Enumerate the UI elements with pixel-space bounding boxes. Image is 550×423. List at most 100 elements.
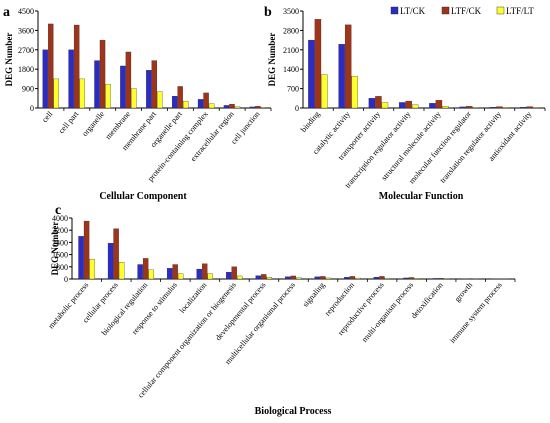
bar-lt-ck bbox=[429, 103, 436, 109]
bar-ltf-ck bbox=[177, 86, 183, 109]
bar-lt-ck bbox=[107, 243, 114, 280]
y-tick-label: 0 bbox=[295, 104, 299, 113]
bar-ltf-ck bbox=[405, 100, 412, 109]
bar-ltf-ck bbox=[151, 60, 157, 109]
y-axis-label: DEG Number bbox=[50, 222, 60, 276]
bar-lt-ck bbox=[249, 106, 256, 109]
bar-ltf-lt bbox=[53, 78, 59, 109]
bar-lt-ck bbox=[68, 49, 74, 109]
x-axis-title: Molecular Function bbox=[379, 191, 464, 202]
bar-lt-ck bbox=[196, 268, 202, 280]
bar-ltf-ck bbox=[344, 24, 352, 109]
x-category-label: cell part bbox=[57, 109, 81, 135]
panel-letter: a bbox=[3, 5, 10, 20]
bar-ltf-ck bbox=[172, 264, 178, 280]
bar-lt-ck bbox=[373, 277, 380, 280]
x-category-label: organelle bbox=[80, 109, 106, 138]
x-axis-title: Cellular Component bbox=[99, 191, 187, 202]
bar-ltf-lt bbox=[502, 107, 510, 109]
bar-ltf-lt bbox=[411, 104, 419, 109]
bar-ltf-lt bbox=[532, 107, 540, 109]
bar-ltf-lt bbox=[118, 262, 125, 280]
bar-lt-ck bbox=[171, 95, 178, 109]
legend-swatch bbox=[390, 6, 399, 15]
bar-ltf-lt bbox=[260, 107, 267, 109]
bar-ltf-lt bbox=[131, 88, 137, 109]
x-category-label: multi-organism process bbox=[360, 281, 415, 344]
bar-ltf-ck bbox=[255, 106, 261, 109]
bar-lt-ck bbox=[137, 264, 143, 280]
bar-ltf-lt bbox=[384, 277, 391, 280]
bar-ltf-lt bbox=[234, 106, 241, 109]
x-category-label: metabolic process bbox=[46, 281, 90, 331]
bar-lt-ck bbox=[226, 271, 232, 280]
y-tick-label: 2100 bbox=[283, 46, 299, 55]
bar-lt-ck bbox=[368, 98, 376, 109]
x-category-label: growth bbox=[453, 281, 474, 304]
bar-ltf-ck bbox=[142, 258, 149, 280]
legend-entry: LTF/CK bbox=[451, 6, 482, 16]
y-tick-label: 1400 bbox=[283, 65, 299, 74]
y-tick-label: 2800 bbox=[283, 26, 299, 35]
y-tick-label: 700 bbox=[287, 85, 299, 94]
y-axis-label: DEG Number bbox=[4, 33, 14, 87]
bar-ltf-ck bbox=[229, 103, 235, 109]
legend: LT/CK LTF/CK LTF/LT bbox=[390, 6, 534, 16]
bar-ltf-lt bbox=[296, 277, 302, 280]
bar-ltf-ck bbox=[201, 263, 208, 280]
bar-lt-ck bbox=[146, 70, 152, 109]
x-category-label: molecular function regulator bbox=[407, 109, 473, 185]
bar-ltf-ck bbox=[379, 276, 385, 280]
bar-ltf-lt bbox=[79, 78, 85, 109]
bar-lt-ck bbox=[285, 276, 291, 280]
x-category-label: localization bbox=[178, 281, 209, 315]
x-category-label: developmental process bbox=[214, 281, 268, 343]
y-tick-label: 1600 bbox=[52, 251, 68, 260]
bar-lt-ck bbox=[432, 278, 439, 280]
x-category-label: translation regulator activity bbox=[438, 110, 503, 185]
bar-ltf-lt bbox=[321, 74, 328, 109]
y-axis-label: DEG Number bbox=[267, 33, 277, 87]
bar-lt-ck bbox=[344, 277, 350, 280]
bar-ltf-lt bbox=[157, 91, 163, 109]
y-tick-label: 4500 bbox=[18, 7, 34, 16]
bar-lt-ck bbox=[42, 49, 48, 109]
bar-lt-ck bbox=[519, 107, 527, 109]
bar-ltf-lt bbox=[381, 102, 389, 109]
legend-entry: LT/CK bbox=[400, 6, 426, 16]
bar-ltf-lt bbox=[414, 278, 420, 280]
bar-ltf-lt bbox=[237, 275, 243, 280]
y-tick-label: 4000 bbox=[52, 214, 68, 223]
bar-ltf-lt bbox=[207, 273, 213, 280]
y-tick-label: 3500 bbox=[283, 7, 299, 16]
bar-ltf-ck bbox=[408, 277, 415, 280]
bar-ltf-ck bbox=[125, 51, 132, 109]
panel-a-cellular-component: a DEG Number 0 900 1800 2700 3600 4500 cell cell … bbox=[3, 5, 272, 202]
x-category-label: signaling bbox=[301, 281, 327, 309]
x-category-label: binding bbox=[299, 110, 322, 135]
legend-entry: LTF/LT bbox=[506, 6, 534, 16]
bar-ltf-ck bbox=[113, 228, 119, 280]
bar-ltf-ck bbox=[496, 106, 503, 109]
bar-ltf-ck bbox=[438, 278, 444, 280]
bar-lt-ck bbox=[338, 44, 345, 109]
x-category-label: cell bbox=[40, 109, 55, 124]
bar-ltf-lt bbox=[442, 106, 449, 109]
bar-lt-ck bbox=[223, 105, 230, 109]
bar-ltf-ck bbox=[465, 106, 473, 109]
bar-ltf-lt bbox=[208, 103, 215, 109]
x-category-label: structural molecule activity bbox=[379, 110, 442, 183]
bar-ltf-ck bbox=[48, 23, 54, 109]
bar-ltf-lt bbox=[472, 107, 479, 109]
legend-swatch bbox=[496, 6, 505, 15]
bar-ltf-lt bbox=[266, 277, 272, 280]
bar-ltf-ck bbox=[320, 276, 326, 280]
bar-lt-ck bbox=[489, 107, 497, 109]
bar-lt-ck bbox=[166, 268, 173, 280]
bar-ltf-ck bbox=[526, 106, 533, 109]
bar-ltf-ck bbox=[375, 96, 382, 109]
bar-lt-ck bbox=[314, 276, 321, 280]
bar-lt-ck bbox=[398, 102, 406, 109]
